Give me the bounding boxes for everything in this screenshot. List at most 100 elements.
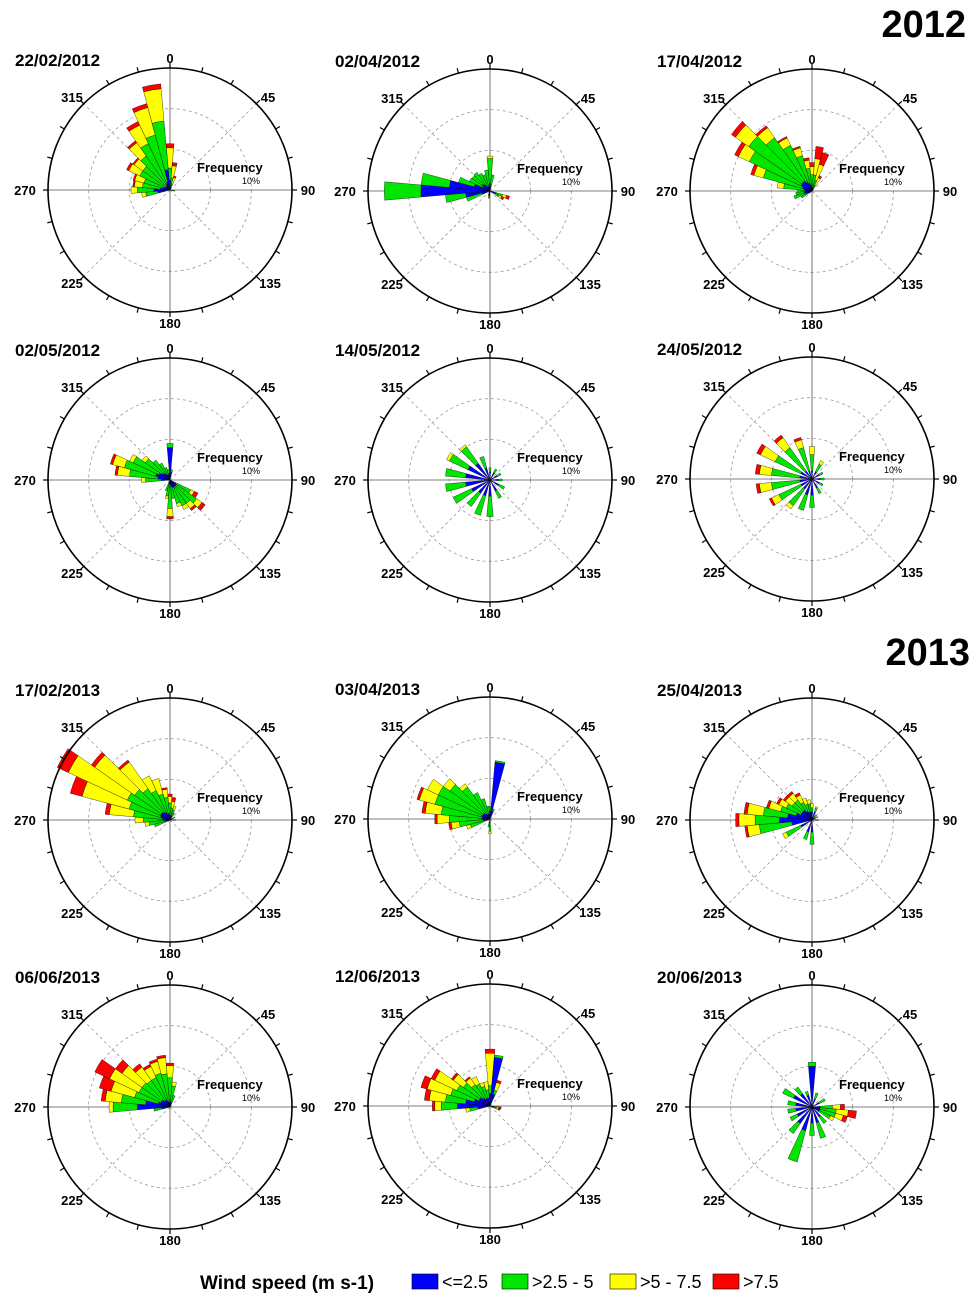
tick-mark: [275, 415, 281, 420]
tick-mark: [59, 125, 65, 130]
petal-segment-gt-7-5: [132, 1063, 143, 1073]
tick-mark: [136, 357, 140, 363]
tick-mark: [200, 307, 204, 313]
tick-mark: [917, 1167, 923, 1172]
direction-label-225: 225: [61, 566, 83, 581]
tick-mark: [778, 596, 782, 602]
tick-mark: [607, 221, 613, 225]
tick-mark: [275, 755, 281, 760]
tick-mark: [721, 564, 727, 570]
petal-segment-2-5-to-5: [818, 482, 824, 487]
tick-mark: [721, 729, 727, 735]
petal-segment-gt-7-5: [165, 1062, 175, 1066]
direction-gridline: [169, 819, 257, 907]
petal-segment-gt-7-5: [731, 121, 747, 138]
tick-mark: [47, 446, 53, 450]
direction-gridline: [83, 1106, 171, 1194]
petal-segment-gt-7-5: [756, 443, 766, 456]
panel-date: 06/06/2013: [15, 968, 100, 987]
direction-label-0: 0: [808, 968, 815, 983]
direction-label-90: 90: [621, 1099, 635, 1114]
ring-label: 10%: [242, 806, 260, 816]
direction-label-270: 270: [14, 1100, 36, 1115]
petal-segment-gt-7-5: [110, 453, 117, 465]
tick-mark: [425, 585, 430, 591]
tick-mark: [200, 597, 204, 603]
windrose-panel: 0 45 90 135 180 225 270 315 12/06/2013 Frequency1…: [334, 967, 635, 1247]
direction-label-0: 0: [808, 52, 815, 67]
tick-mark: [778, 1224, 782, 1230]
petal-segment-5-to-7-5: [459, 444, 467, 452]
tick-mark: [929, 509, 935, 513]
petal-segment-2-5-to-5: [473, 172, 486, 186]
tick-mark: [917, 414, 923, 419]
petal-segment-5-to-7-5: [782, 831, 789, 839]
petal-segment-gt-7-5: [434, 813, 438, 825]
tick-mark: [200, 697, 204, 703]
direction-label-135: 135: [901, 277, 923, 292]
direction-label-45: 45: [581, 1006, 595, 1021]
legend-swatch-5-to-7-5: [609, 1273, 637, 1290]
tick-mark: [607, 1072, 613, 1076]
petal-segment-5-to-7-5: [746, 802, 766, 816]
tick-mark: [399, 904, 405, 910]
tick-mark: [379, 126, 385, 131]
tick-mark: [595, 415, 601, 420]
tick-mark: [917, 1042, 923, 1047]
petal-segment-2-5-to-5: [171, 812, 175, 817]
tick-mark: [379, 754, 385, 759]
tick-mark: [136, 697, 140, 703]
direction-label-270: 270: [334, 812, 356, 827]
tick-mark: [456, 68, 460, 74]
legend-swatch-le-2-5: [411, 1273, 439, 1290]
tick-mark: [367, 785, 373, 789]
direction-label-90: 90: [301, 183, 315, 198]
tick-mark: [79, 389, 85, 395]
tick-mark: [47, 1137, 53, 1141]
petal-segment-5-to-7-5: [810, 803, 814, 809]
petal-segment-2-5-to-5: [497, 478, 503, 482]
tick-mark: [367, 849, 373, 853]
petal-segment-5-to-7-5: [181, 503, 189, 510]
tick-mark: [79, 729, 85, 735]
petal-segment-2-5-to-5: [793, 192, 807, 200]
petal-segment-2-5-to-5: [487, 195, 490, 199]
tick-mark: [520, 983, 524, 989]
direction-label-270: 270: [334, 473, 356, 488]
direction-gridline: [811, 104, 899, 192]
direction-gridline: [489, 818, 577, 906]
petal-segment-2-5-to-5: [486, 805, 490, 815]
petal-segment-2-5-to-5: [814, 814, 817, 818]
tick-mark: [79, 565, 85, 571]
petal-segment-2-5-to-5: [487, 193, 490, 196]
petal-segment-2-5-to-5: [445, 468, 467, 479]
tick-mark: [595, 126, 601, 131]
petal-segment-2-5-to-5: [815, 464, 822, 473]
tick-mark: [255, 99, 261, 105]
petal-segment-5-to-7-5: [486, 155, 494, 159]
tick-mark: [520, 357, 524, 363]
panel-date: 25/04/2013: [657, 681, 742, 700]
frequency-label: Frequency: [197, 160, 264, 175]
direction-gridline: [489, 479, 577, 567]
tick-mark: [230, 79, 235, 85]
tick-mark: [747, 584, 752, 590]
petal-segment-gt-7-5: [451, 1072, 459, 1081]
direction-label-90: 90: [301, 813, 315, 828]
tick-mark: [287, 510, 293, 514]
frequency-label: Frequency: [197, 790, 264, 805]
petal-segment-gt-7-5: [166, 516, 174, 520]
tick-mark: [575, 904, 581, 910]
petal-segment-5-to-7-5: [129, 454, 137, 464]
panel-date: 03/04/2013: [335, 680, 420, 699]
legend: Wind speed (m s-1) <=2.5 >2.5 - 5 >5 - 7…: [200, 1272, 779, 1294]
tick-mark: [689, 157, 695, 161]
tick-mark: [872, 1212, 877, 1218]
ring-label: 10%: [562, 177, 580, 187]
tick-mark: [595, 754, 601, 759]
direction-label-0: 0: [166, 968, 173, 983]
tick-mark: [255, 729, 261, 735]
petal-segment-2-5-to-5: [172, 190, 176, 192]
petal-segment-5-to-7-5: [172, 805, 177, 811]
petal-segment-2-5-to-5: [488, 467, 492, 473]
